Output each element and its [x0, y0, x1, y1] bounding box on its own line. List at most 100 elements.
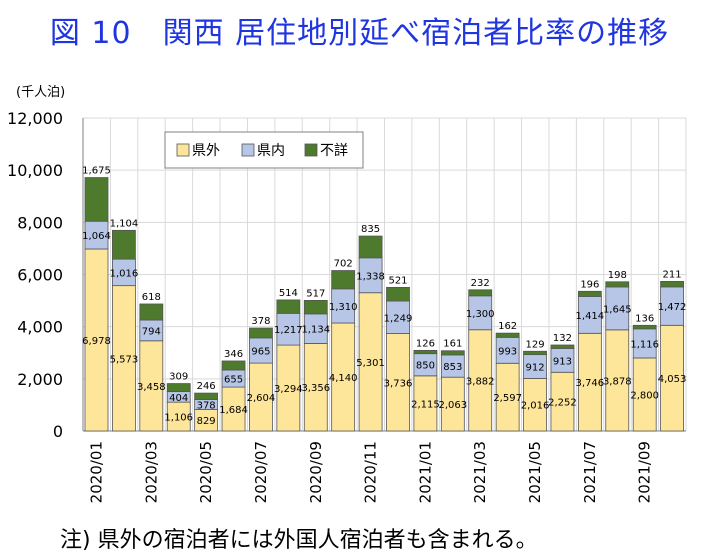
bar-segment-unknown	[166, 383, 191, 393]
data-label: 993	[498, 346, 517, 357]
data-label: 161	[443, 339, 462, 350]
data-label: 835	[361, 224, 380, 235]
data-label: 2,597	[493, 393, 522, 404]
bar-segment-unknown	[413, 349, 438, 355]
data-label: 1,104	[110, 218, 139, 229]
data-label: 912	[525, 363, 544, 374]
data-label: 1,217	[274, 325, 303, 336]
data-label: 309	[169, 372, 188, 383]
data-label: 1,116	[630, 339, 659, 350]
data-label: 4,053	[658, 374, 687, 385]
data-label: 514	[279, 288, 298, 299]
y-tick-label: 0	[53, 422, 63, 441]
legend-swatch	[241, 143, 255, 157]
bar-segment-unknown	[112, 229, 136, 260]
data-label: 850	[416, 361, 435, 372]
x-tick-label: 2021/01	[416, 441, 434, 503]
data-label: 198	[608, 270, 627, 281]
data-label: 794	[142, 326, 161, 337]
data-label: 3,736	[384, 378, 413, 389]
bar-segment-unknown	[331, 270, 356, 290]
data-label: 162	[498, 321, 517, 332]
data-label: 1,684	[219, 405, 248, 416]
bar-segment-unknown	[440, 350, 465, 356]
x-tick-label: 2021/05	[526, 441, 544, 503]
legend-box	[164, 131, 364, 169]
data-label: 3,882	[466, 376, 495, 387]
legend-label: 県外	[192, 143, 220, 159]
legend-swatch	[176, 143, 190, 157]
data-label: 517	[306, 288, 325, 299]
bar-segment-unknown	[84, 177, 109, 222]
bar-segment-unknown	[468, 289, 493, 297]
data-label: 136	[635, 313, 654, 324]
data-label: 1,106	[164, 413, 193, 424]
data-label: 1,064	[82, 231, 111, 242]
bar-segment-unknown	[523, 350, 547, 356]
data-label: 2,604	[247, 393, 276, 404]
data-label: 1,310	[329, 302, 358, 313]
bar-segment-unknown	[495, 332, 520, 338]
data-label: 3,878	[603, 376, 632, 387]
data-label: 1,300	[466, 309, 495, 320]
data-label: 1,016	[110, 268, 139, 279]
bar-segment-unknown	[605, 281, 630, 288]
x-tick-label: 2020/11	[362, 441, 380, 503]
data-label: 913	[553, 356, 572, 367]
data-label: 378	[251, 316, 270, 327]
data-label: 521	[388, 275, 407, 286]
bar-segment-unknown	[139, 303, 164, 321]
y-tick-label: 4,000	[17, 318, 63, 337]
data-label: 1,249	[384, 313, 413, 324]
data-label: 132	[553, 333, 572, 344]
data-label: 702	[334, 259, 353, 270]
data-label: 1,472	[658, 302, 687, 313]
data-label: 2,115	[411, 399, 440, 410]
bar-segment-unknown	[632, 324, 657, 330]
bar-segment-unknown	[249, 327, 273, 339]
data-label: 965	[251, 346, 270, 357]
y-axis-unit-label: (千人泊)	[16, 85, 65, 100]
data-label: 346	[224, 349, 243, 360]
y-tick-label: 10,000	[7, 161, 63, 180]
y-tick-label: 12,000	[7, 109, 63, 128]
chart-title: 図 10 関西 居住地別延べ宿泊者比率の推移	[49, 16, 670, 51]
stacked-bar-chart: 0 2,000 4,000 6,000 8,000 10,000 12,000 (千人泊) 6,…	[7, 85, 687, 503]
y-tick-label: 6,000	[17, 266, 63, 285]
data-label: 232	[471, 278, 490, 289]
bar-segment-unknown	[358, 235, 383, 259]
bar-segment-unknown	[221, 360, 246, 371]
x-tick-label: 2020/09	[307, 441, 325, 503]
legend-label: 不詳	[320, 143, 348, 159]
data-label: 246	[197, 381, 216, 392]
data-label: 404	[169, 393, 188, 404]
x-tick-label: 2020/01	[88, 441, 106, 503]
bar-segment-unknown	[303, 300, 328, 315]
bar-segment-unknown	[194, 392, 219, 400]
data-label: 3,294	[274, 384, 303, 395]
data-label: 5,301	[356, 358, 385, 369]
data-label: 378	[197, 400, 216, 411]
x-tick-label: 2021/03	[471, 441, 489, 503]
data-label: 2,252	[548, 398, 577, 409]
legend-label: 県内	[257, 143, 285, 159]
data-label: 129	[525, 339, 544, 350]
legend-swatch	[304, 143, 318, 157]
bar-segment-unknown	[577, 290, 602, 297]
data-label: 126	[416, 338, 435, 349]
x-tick-label: 2021/09	[636, 441, 654, 503]
y-tick-label: 2,000	[17, 370, 63, 389]
x-tick-label: 2020/07	[252, 441, 270, 503]
data-label: 6,978	[82, 336, 111, 347]
data-label: 853	[443, 362, 462, 373]
data-label: 829	[197, 416, 216, 427]
data-label: 1,675	[82, 166, 111, 177]
data-label: 655	[224, 375, 243, 386]
x-tick-label: 2020/03	[142, 441, 160, 503]
data-label: 196	[580, 279, 599, 290]
bar-segment-unknown	[660, 280, 684, 288]
footnote: 注) 県外の宿泊者には外国人宿泊者も含まれる。	[60, 528, 538, 553]
data-label: 2,063	[438, 400, 467, 411]
bar-segment-unknown	[276, 299, 301, 314]
data-label: 4,140	[329, 373, 358, 384]
